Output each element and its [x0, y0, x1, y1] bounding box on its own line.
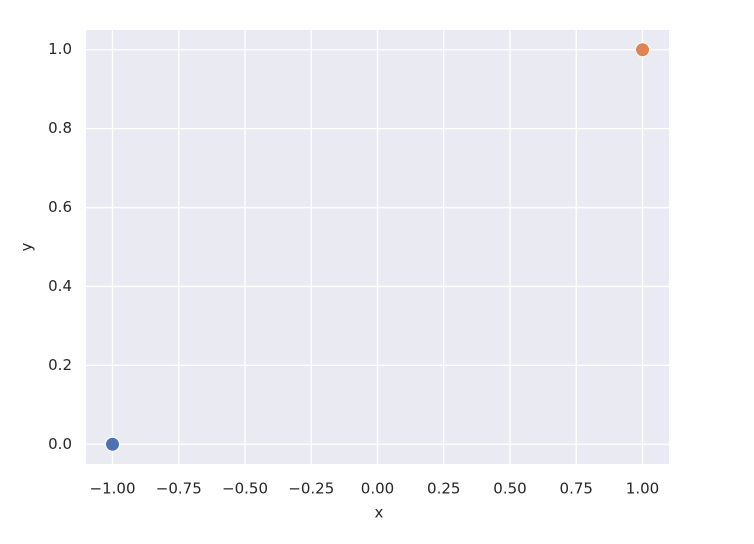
y-tick-label: 0.2: [48, 356, 72, 374]
x-tick-label: 0.50: [493, 480, 526, 498]
y-tick-label: 0.6: [48, 198, 72, 216]
x-tick-label: 0.75: [560, 480, 593, 498]
point: [635, 42, 650, 58]
x-axis-label: x: [375, 504, 384, 522]
x-tick-label: −1.00: [90, 480, 136, 498]
x-tick-label: −0.50: [222, 480, 268, 498]
y-tick-label: 0.4: [48, 277, 72, 295]
y-axis-label: y: [18, 242, 36, 251]
y-tick-label: 0.0: [48, 435, 72, 453]
y-tick-label: 0.8: [48, 119, 72, 137]
y-tick-label: 1.0: [48, 40, 72, 58]
point: [105, 436, 120, 452]
x-tick-label: 0.00: [361, 480, 394, 498]
x-tick-label: −0.75: [156, 480, 202, 498]
x-tick-label: 0.25: [427, 480, 460, 498]
x-tick-label: −0.25: [288, 480, 334, 498]
x-tick-label: 1.00: [626, 480, 659, 498]
